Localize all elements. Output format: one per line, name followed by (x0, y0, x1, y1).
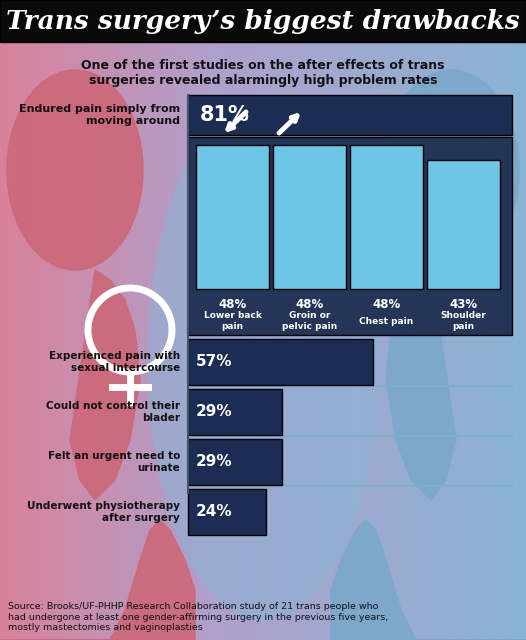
FancyBboxPatch shape (188, 95, 512, 135)
Text: Source: Brooks/UF-PHHP Research Collaboration study of 21 trans people who
had u: Source: Brooks/UF-PHHP Research Collabor… (8, 602, 388, 632)
Text: Shoulder
pain: Shoulder pain (441, 311, 487, 331)
FancyBboxPatch shape (188, 489, 266, 535)
Text: Underwent physiotherapy
after surgery: Underwent physiotherapy after surgery (27, 501, 180, 523)
FancyBboxPatch shape (273, 145, 346, 289)
Text: Lower back
pain: Lower back pain (204, 311, 261, 331)
Text: 57%: 57% (196, 355, 232, 369)
Text: 48%: 48% (218, 298, 247, 312)
Text: 24%: 24% (196, 504, 232, 520)
Text: 29%: 29% (196, 404, 232, 419)
FancyBboxPatch shape (188, 339, 373, 385)
FancyBboxPatch shape (188, 137, 512, 335)
Polygon shape (7, 70, 143, 270)
Polygon shape (70, 270, 140, 500)
Text: Endured pain simply from
moving around: Endured pain simply from moving around (19, 104, 180, 126)
FancyBboxPatch shape (427, 160, 500, 289)
Text: Groin or
pelvic pain: Groin or pelvic pain (282, 311, 337, 331)
FancyBboxPatch shape (0, 0, 526, 42)
Text: Experienced pain with
sexual intercourse: Experienced pain with sexual intercourse (49, 351, 180, 372)
Text: Chest pain: Chest pain (359, 317, 413, 326)
Text: Felt an urgent need to
urinate: Felt an urgent need to urinate (48, 451, 180, 473)
Text: Could not control their
blader: Could not control their blader (46, 401, 180, 423)
Polygon shape (148, 100, 378, 620)
Polygon shape (386, 270, 456, 500)
FancyBboxPatch shape (196, 145, 269, 289)
Text: 48%: 48% (372, 298, 401, 312)
Text: Trans surgery’s biggest drawbacks: Trans surgery’s biggest drawbacks (6, 8, 520, 33)
FancyBboxPatch shape (350, 145, 423, 289)
Polygon shape (0, 520, 195, 640)
Text: 43%: 43% (449, 298, 478, 312)
FancyBboxPatch shape (188, 439, 282, 485)
FancyBboxPatch shape (188, 389, 282, 435)
Polygon shape (383, 70, 519, 270)
Text: 48%: 48% (296, 298, 323, 312)
Polygon shape (331, 520, 526, 640)
Text: 81%: 81% (200, 105, 250, 125)
Text: One of the first studies on the after effects of trans
surgeries revealed alarmi: One of the first studies on the after ef… (81, 59, 445, 87)
Text: 29%: 29% (196, 454, 232, 470)
